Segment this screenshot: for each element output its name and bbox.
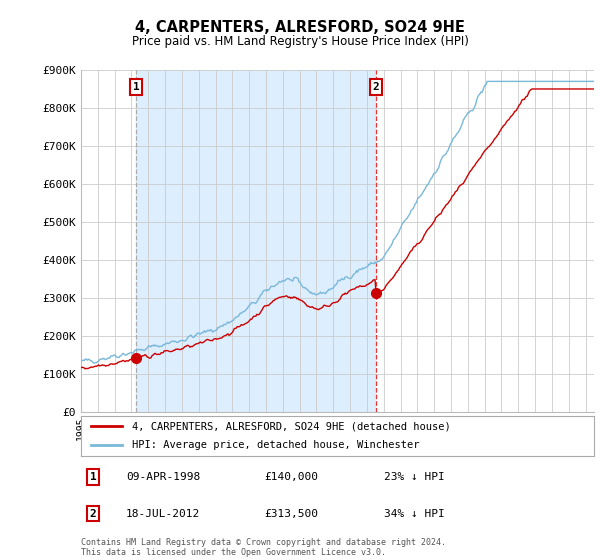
Text: 4, CARPENTERS, ALRESFORD, SO24 9HE (detached house): 4, CARPENTERS, ALRESFORD, SO24 9HE (deta… [133, 421, 451, 431]
Text: 09-APR-1998: 09-APR-1998 [126, 472, 200, 482]
Text: 23% ↓ HPI: 23% ↓ HPI [384, 472, 445, 482]
Text: 2: 2 [373, 82, 379, 92]
Text: Price paid vs. HM Land Registry's House Price Index (HPI): Price paid vs. HM Land Registry's House … [131, 35, 469, 48]
Text: HPI: Average price, detached house, Winchester: HPI: Average price, detached house, Winc… [133, 440, 420, 450]
Bar [136, 70, 376, 412]
Text: £313,500: £313,500 [264, 508, 318, 519]
Text: 1: 1 [133, 82, 139, 92]
Text: 18-JUL-2012: 18-JUL-2012 [126, 508, 200, 519]
Text: 34% ↓ HPI: 34% ↓ HPI [384, 508, 445, 519]
Text: £140,000: £140,000 [264, 472, 318, 482]
Text: 4, CARPENTERS, ALRESFORD, SO24 9HE: 4, CARPENTERS, ALRESFORD, SO24 9HE [135, 20, 465, 35]
Text: Contains HM Land Registry data © Crown copyright and database right 2024.
This d: Contains HM Land Registry data © Crown c… [81, 538, 446, 557]
Text: 1: 1 [89, 472, 97, 482]
Text: 2: 2 [89, 508, 97, 519]
